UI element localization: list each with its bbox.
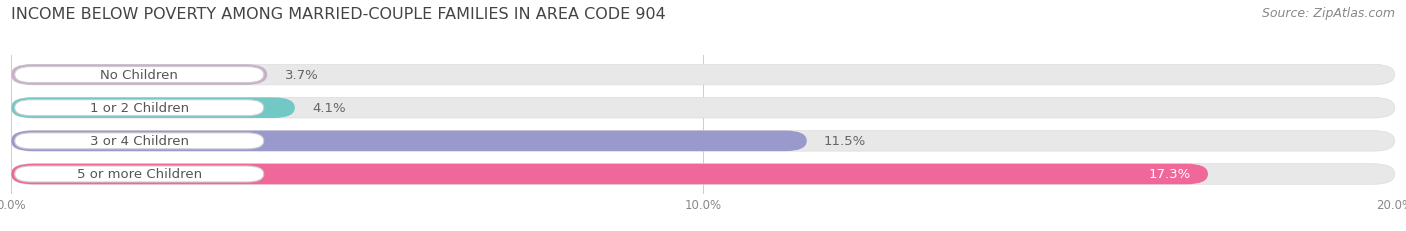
- Text: Source: ZipAtlas.com: Source: ZipAtlas.com: [1261, 7, 1395, 20]
- Text: INCOME BELOW POVERTY AMONG MARRIED-COUPLE FAMILIES IN AREA CODE 904: INCOME BELOW POVERTY AMONG MARRIED-COUPL…: [11, 7, 666, 22]
- FancyBboxPatch shape: [11, 164, 1395, 185]
- Text: 3.7%: 3.7%: [284, 69, 318, 82]
- Text: 17.3%: 17.3%: [1149, 168, 1191, 181]
- FancyBboxPatch shape: [14, 133, 264, 149]
- Text: 5 or more Children: 5 or more Children: [77, 168, 202, 181]
- FancyBboxPatch shape: [11, 164, 1208, 185]
- FancyBboxPatch shape: [14, 67, 264, 83]
- Text: 1 or 2 Children: 1 or 2 Children: [90, 102, 188, 115]
- FancyBboxPatch shape: [11, 65, 267, 85]
- FancyBboxPatch shape: [11, 131, 1395, 152]
- Text: 3 or 4 Children: 3 or 4 Children: [90, 135, 188, 148]
- Text: 11.5%: 11.5%: [824, 135, 866, 148]
- FancyBboxPatch shape: [14, 100, 264, 116]
- FancyBboxPatch shape: [11, 98, 295, 119]
- Text: 4.1%: 4.1%: [312, 102, 346, 115]
- Text: No Children: No Children: [100, 69, 179, 82]
- FancyBboxPatch shape: [14, 166, 264, 182]
- FancyBboxPatch shape: [11, 131, 807, 152]
- FancyBboxPatch shape: [11, 65, 1395, 85]
- FancyBboxPatch shape: [11, 98, 1395, 119]
